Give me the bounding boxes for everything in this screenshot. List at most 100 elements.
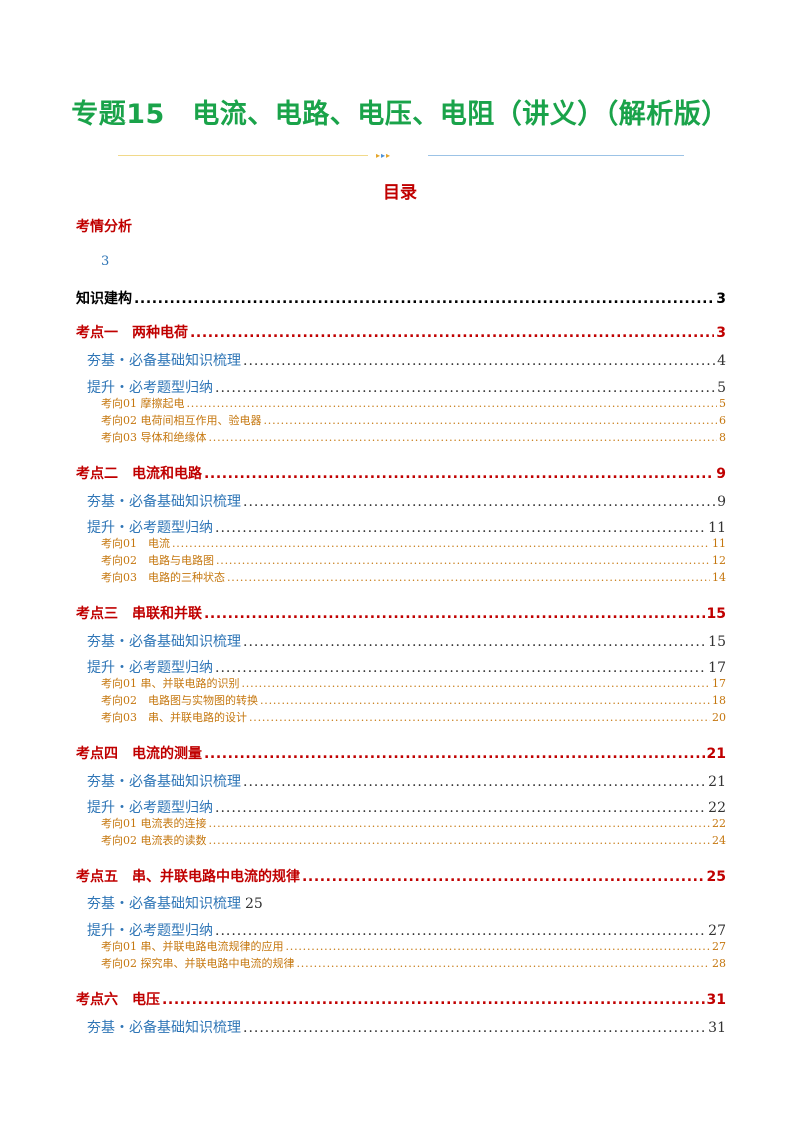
toc-item-label: 考向02 电流表的读数 — [101, 834, 207, 847]
toc-item-label: 考向03 串、并联电路的设计 — [101, 711, 247, 724]
toc-item[interactable]: 考向01 串、并联电路电流规律的应用 27 — [101, 938, 726, 954]
toc-subsection[interactable]: 夯基・必备基础知识梳理 9 — [87, 491, 726, 511]
toc-item[interactable]: 考向02 探究串、并联电路中电流的规律 28 — [101, 955, 726, 971]
toc-item-label: 考向01 电流 — [101, 537, 170, 550]
toc-subsection[interactable]: 提升・必考题型归纳 17 — [87, 657, 726, 677]
toc-subsection-page: 9 — [717, 494, 726, 510]
toc-entry-knowledge-map[interactable]: 知识建构 3 — [76, 288, 726, 308]
toc-section-page: 15 — [706, 606, 726, 622]
toc-subsection[interactable]: 提升・必考题型归纳 22 — [87, 797, 726, 817]
toc-subsection-label: 夯基・必备基础知识梳理 — [87, 494, 241, 510]
toc-subsection[interactable]: 夯基・必备基础知识梳理 15 — [87, 631, 726, 651]
toc-item[interactable]: 考向02 电路图与实物图的转换 18 — [101, 692, 726, 708]
toc-subsection[interactable]: 提升・必考题型归纳 5 — [87, 377, 726, 397]
toc-section-page: 3 — [716, 325, 726, 341]
toc-leader-dots — [243, 1020, 706, 1036]
toc-item[interactable]: 考向03 电路的三种状态 14 — [101, 569, 726, 585]
toc-leader-dots — [264, 414, 718, 427]
toc-subsection-page: 17 — [708, 660, 726, 676]
toc-leader-dots — [260, 694, 710, 707]
toc-item[interactable]: 考向01 摩擦起电 5 — [101, 395, 726, 411]
toc-leader-dots — [243, 634, 706, 650]
toc-subsection-page: 21 — [708, 774, 726, 790]
toc-leader-dots — [215, 660, 706, 676]
document-title: 专题15 电流、电路、电压、电阻（讲义）（解析版） — [71, 99, 729, 130]
toc-item-page: 11 — [712, 537, 726, 550]
toc-section-page: 9 — [716, 466, 726, 482]
toc-subsection-page: 22 — [708, 800, 726, 816]
toc-subsection[interactable]: 提升・必考题型归纳 27 — [87, 920, 726, 940]
divider-line-right — [428, 155, 684, 156]
toc-item[interactable]: 考向02 电流表的读数 24 — [101, 832, 726, 848]
toc-item-page: 14 — [712, 571, 726, 584]
toc-subsection[interactable]: 夯基・必备基础知识梳理 4 — [87, 350, 726, 370]
toc-item-label: 考向01 电流表的连接 — [101, 817, 207, 830]
toc-leader-dots — [204, 746, 705, 762]
toc-subsection-label: 提升・必考题型归纳 — [87, 923, 213, 939]
toc-subsection[interactable]: 夯基・必备基础知识梳理 31 — [87, 1017, 726, 1037]
toc-section-page: 31 — [706, 992, 726, 1008]
toc-subsection[interactable]: 提升・必考题型归纳 11 — [87, 517, 726, 537]
toc-subsection-label: 夯基・必备基础知识梳理 — [87, 353, 241, 369]
toc-leader-dots — [227, 571, 710, 584]
toc-subsection-page: 5 — [717, 380, 726, 396]
toc-leader-dots — [215, 380, 715, 396]
toc-subsection-label: 提升・必考题型归纳 — [87, 380, 213, 396]
toc-section[interactable]: 考点三 串联和并联 15 — [76, 603, 726, 623]
toc-item[interactable]: 考向01 电流 11 — [101, 535, 726, 551]
toc-subsection-page: 27 — [708, 923, 726, 939]
toc-leader-dots — [249, 711, 710, 724]
toc-subsection[interactable]: 夯基・必备基础知识梳理 25 — [87, 893, 726, 913]
toc-subsection[interactable]: 夯基・必备基础知识梳理 21 — [87, 771, 726, 791]
toc-section[interactable]: 考点五 串、并联电路中电流的规律 25 — [76, 866, 726, 886]
toc-item[interactable]: 考向02 电路与电路图 12 — [101, 552, 726, 568]
toc-item-page: 28 — [712, 957, 726, 970]
toc-item-label: 考向01 串、并联电路的识别 — [101, 677, 240, 690]
toc-item-page: 5 — [719, 397, 726, 410]
toc-leader-dots — [187, 397, 718, 410]
toc-leader-dots — [209, 834, 711, 847]
toc-entry-page: 3 — [716, 291, 726, 307]
toc-section-page: 21 — [706, 746, 726, 762]
toc-item[interactable]: 考向03 导体和绝缘体 8 — [101, 429, 726, 445]
toc-item-page: 24 — [712, 834, 726, 847]
toc-item-page: 27 — [712, 940, 726, 953]
toc-item[interactable]: 考向03 串、并联电路的设计 20 — [101, 709, 726, 725]
toc-item-page: 17 — [712, 677, 726, 690]
toc-subsection-label: 夯基・必备基础知识梳理 — [87, 896, 241, 912]
toc-section-label: 考点二 电流和电路 — [76, 466, 202, 482]
toc-item-label: 考向02 电路与电路图 — [101, 554, 214, 567]
toc-leader-dots — [215, 520, 706, 536]
toc-item[interactable]: 考向01 串、并联电路的识别 17 — [101, 675, 726, 691]
toc-leader-dots — [215, 800, 706, 816]
toc-analysis-label[interactable]: 考情分析 — [76, 219, 132, 235]
toc-leader-dots — [243, 353, 715, 369]
toc-section[interactable]: 考点一 两种电荷 3 — [76, 322, 726, 342]
toc-section[interactable]: 考点四 电流的测量 21 — [76, 743, 726, 763]
toc-item-label: 考向02 电荷间相互作用、验电器 — [101, 414, 262, 427]
toc-leader-dots — [297, 957, 711, 970]
title-divider: ▸▸▸ — [118, 150, 684, 162]
toc-section-label: 考点五 串、并联电路中电流的规律 — [76, 869, 300, 885]
toc-subsection-page: 4 — [717, 353, 726, 369]
toc-leader-dots — [216, 554, 710, 567]
toc-leader-dots — [162, 992, 705, 1008]
toc-subsection-label: 提升・必考题型归纳 — [87, 660, 213, 676]
divider-ornament: ▸▸▸ — [376, 151, 392, 160]
toc-item-label: 考向03 导体和绝缘体 — [101, 431, 207, 444]
toc-item-page: 22 — [712, 817, 726, 830]
toc-item-label: 考向02 探究串、并联电路中电流的规律 — [101, 957, 295, 970]
toc-leader-dots — [209, 431, 718, 444]
toc-subsection-page: 31 — [708, 1020, 726, 1036]
toc-leader-dots — [172, 537, 710, 550]
toc-item[interactable]: 考向01 电流表的连接 22 — [101, 815, 726, 831]
toc-leader-dots — [134, 291, 714, 307]
toc-item-page: 18 — [712, 694, 726, 707]
toc-subsection-page: 25 — [245, 896, 263, 912]
toc-leader-dots — [204, 606, 705, 622]
toc-item-label: 考向03 电路的三种状态 — [101, 571, 225, 584]
toc-section[interactable]: 考点二 电流和电路 9 — [76, 463, 726, 483]
toc-section[interactable]: 考点六 电压 31 — [76, 989, 726, 1009]
toc-section-label: 考点四 电流的测量 — [76, 746, 202, 762]
toc-item[interactable]: 考向02 电荷间相互作用、验电器 6 — [101, 412, 726, 428]
